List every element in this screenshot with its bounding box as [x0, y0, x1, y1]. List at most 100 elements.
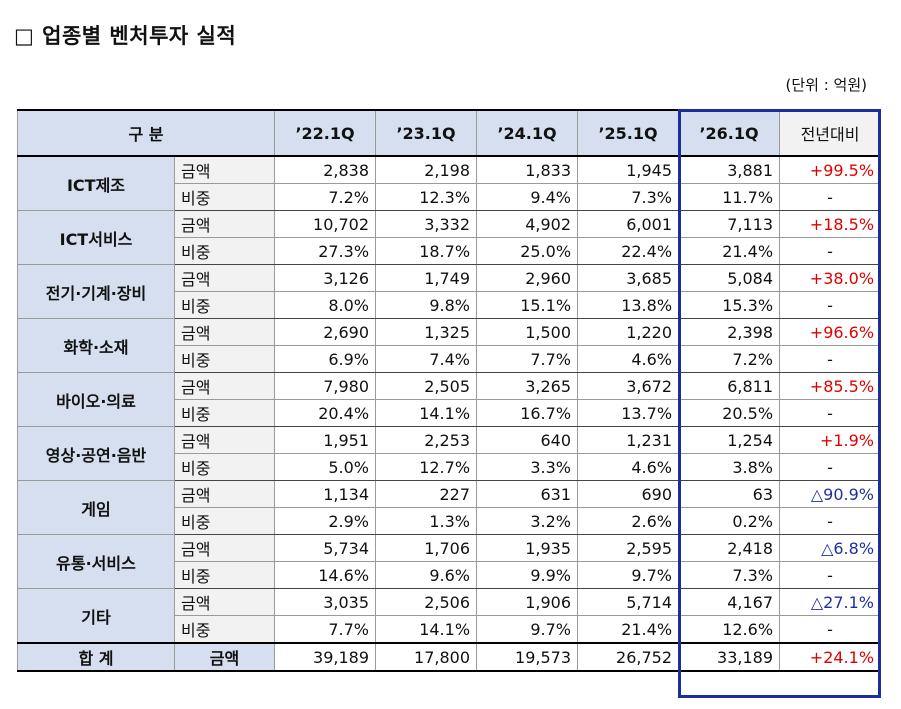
row-label-share: 비중 [173, 345, 276, 373]
share-cell: 4.6% [577, 453, 680, 481]
amount-cell: 2,838 [274, 155, 377, 184]
row-label-amount: 금액 [173, 372, 276, 400]
industry-name: 전기·기계·장비 [17, 264, 175, 319]
total-yoy-cell: +24.1% [779, 642, 882, 672]
yoy-cell: - [779, 291, 882, 319]
table-row-share: 비중 14.6% 9.6% 9.9% 9.7% 7.3% - [18, 561, 882, 589]
yoy-cell: △90.9% [779, 480, 882, 508]
amount-cell: 3,685 [577, 264, 680, 292]
share-cell: 25.0% [476, 237, 579, 265]
share-cell: 4.6% [577, 345, 680, 373]
industry-name: 바이오·의료 [17, 372, 175, 427]
row-label-share: 비중 [173, 561, 276, 589]
amount-cell: 1,945 [577, 155, 680, 184]
industry-name: ICT서비스 [17, 210, 175, 265]
header-quarter-current: ’26.1Q [678, 109, 781, 157]
total-row: 합 계 금액 39,189 17,800 19,573 26,752 33,189 +24.1… [17, 642, 882, 672]
row-label-amount: 금액 [173, 155, 276, 184]
total-amount-cell: 26,752 [577, 642, 680, 672]
yoy-cell: +85.5% [779, 372, 882, 400]
yoy-cell: +1.9% [779, 426, 882, 454]
amount-cell: 6,001 [577, 210, 680, 238]
share-cell: 9.8% [375, 291, 478, 319]
yoy-cell: - [779, 453, 882, 481]
share-cell: 11.7% [678, 183, 781, 211]
total-amount-cell: 33,189 [678, 642, 781, 672]
amount-cell: 7,980 [274, 372, 377, 400]
share-cell: 7.2% [678, 345, 781, 373]
industry-name: 기타 [17, 588, 175, 644]
unit-label: (단위 : 억원) [785, 76, 868, 94]
amount-cell: 7,113 [678, 210, 781, 238]
row-label-share: 비중 [173, 399, 276, 427]
amount-cell: 2,960 [476, 264, 579, 292]
amount-cell: 1,134 [274, 480, 377, 508]
amount-cell: 2,690 [274, 318, 377, 346]
share-cell: 14.1% [375, 399, 478, 427]
page-title: □ 업종별 벤처투자 실적 [14, 24, 237, 48]
yoy-cell: - [779, 615, 882, 644]
amount-cell: 640 [476, 426, 579, 454]
amount-cell: 2,398 [678, 318, 781, 346]
header-quarter: ’22.1Q [274, 109, 377, 157]
industry-name: 유통·서비스 [17, 534, 175, 589]
row-label-amount: 금액 [173, 426, 276, 454]
amount-cell: 690 [577, 480, 680, 508]
industry-name: 영상·공연·음반 [17, 426, 175, 481]
share-cell: 9.7% [577, 561, 680, 589]
amount-cell: 2,253 [375, 426, 478, 454]
share-cell: 7.2% [274, 183, 377, 211]
share-cell: 18.7% [375, 237, 478, 265]
total-amount-cell: 39,189 [274, 642, 377, 672]
share-cell: 12.6% [678, 615, 781, 644]
amount-cell: 3,265 [476, 372, 579, 400]
amount-cell: 63 [678, 480, 781, 508]
share-cell: 12.3% [375, 183, 478, 211]
share-cell: 7.4% [375, 345, 478, 373]
header-quarter: ’25.1Q [577, 109, 680, 157]
amount-cell: 1,231 [577, 426, 680, 454]
amount-cell: 3,035 [274, 588, 377, 616]
share-cell: 14.6% [274, 561, 377, 589]
amount-cell: 3,881 [678, 155, 781, 184]
share-cell: 3.3% [476, 453, 579, 481]
amount-cell: 6,811 [678, 372, 781, 400]
total-amount-cell: 19,573 [476, 642, 579, 672]
table-row-amount: 기타 금액 3,035 2,506 1,906 5,714 4,167 △27.1% [17, 588, 882, 644]
share-cell: 9.6% [375, 561, 478, 589]
yoy-cell: - [779, 183, 882, 211]
amount-cell: 3,332 [375, 210, 478, 238]
amount-cell: 3,672 [577, 372, 680, 400]
share-cell: 21.4% [678, 237, 781, 265]
share-cell: 0.2% [678, 507, 781, 535]
header-category: 구 분 [16, 109, 276, 157]
amount-cell: 1,749 [375, 264, 478, 292]
share-cell: 22.4% [577, 237, 680, 265]
table-row-amount: 영상·공연·음반 금액 1,951 2,253 640 1,231 1,254 +1.9% [17, 426, 882, 481]
share-cell: 9.4% [476, 183, 579, 211]
table-row-amount: 화학·소재 금액 2,690 1,325 1,500 1,220 2,398 +96.6% [17, 318, 882, 373]
row-label-amount: 금액 [173, 588, 276, 616]
table-row-amount: ICT서비스 금액 10,702 3,332 4,902 6,001 7,113 +18.5% [17, 210, 882, 265]
yoy-cell: - [779, 507, 882, 535]
table-row-share: 비중 7.2% 12.3% 9.4% 7.3% 11.7% - [18, 183, 882, 211]
yoy-cell: - [779, 561, 882, 589]
amount-cell: 5,734 [274, 534, 377, 562]
share-cell: 15.3% [678, 291, 781, 319]
amount-cell: 1,220 [577, 318, 680, 346]
table-row-share: 비중 2.9% 1.3% 3.2% 2.6% 0.2% - [18, 507, 882, 535]
table-row-amount: 바이오·의료 금액 7,980 2,505 3,265 3,672 6,811 +85.5% [17, 372, 882, 427]
yoy-cell: - [779, 345, 882, 373]
share-cell: 20.5% [678, 399, 781, 427]
row-label-share: 비중 [173, 453, 276, 481]
row-label-share: 비중 [173, 615, 276, 644]
row-label-amount: 금액 [173, 534, 276, 562]
amount-cell: 4,167 [678, 588, 781, 616]
share-cell: 14.1% [375, 615, 478, 644]
share-cell: 3.8% [678, 453, 781, 481]
row-label-share: 비중 [173, 237, 276, 265]
amount-cell: 1,706 [375, 534, 478, 562]
share-cell: 7.3% [577, 183, 680, 211]
total-amount-cell: 17,800 [375, 642, 478, 672]
share-cell: 9.9% [476, 561, 579, 589]
